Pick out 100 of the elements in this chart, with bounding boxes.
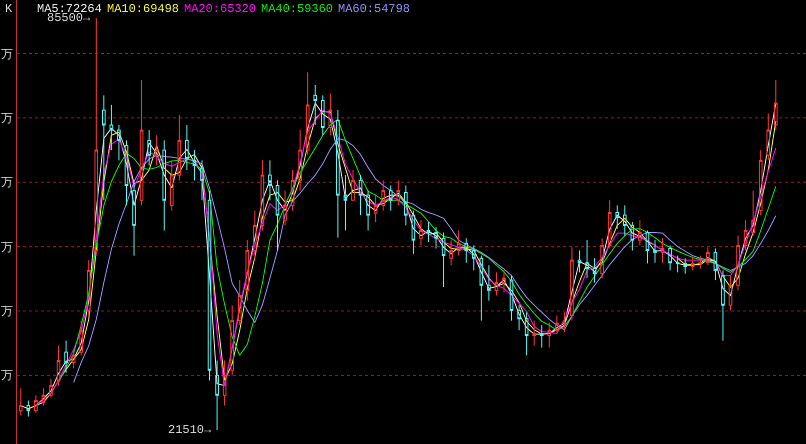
candlestick [328, 92, 332, 136]
candlestick [434, 226, 438, 250]
candlestick [253, 210, 257, 261]
candlestick [64, 340, 68, 374]
candlestick [714, 248, 718, 281]
candlestick [110, 104, 114, 151]
candlestick [72, 350, 76, 369]
candlestick [442, 232, 446, 288]
candlestick [766, 112, 770, 161]
candlestick [102, 94, 106, 201]
candlestick [622, 204, 627, 236]
ref-line-label: 万 [1, 304, 13, 318]
candlestick [547, 322, 552, 348]
candlestick [208, 190, 212, 381]
candlestick [298, 130, 302, 192]
candlestick [646, 230, 650, 264]
candlestick [562, 312, 566, 333]
candlestick [615, 204, 620, 230]
annotation: 21510→ [168, 423, 212, 437]
candlestick [344, 174, 348, 232]
candlestick [480, 255, 484, 322]
candlestick [268, 160, 272, 201]
candlestick [600, 238, 604, 279]
candlestick [751, 190, 755, 236]
text: MA40:59360 [261, 2, 334, 16]
candlestick [638, 220, 642, 246]
candlestick [313, 84, 318, 126]
candlestick [721, 270, 725, 342]
candlestick [660, 238, 664, 264]
candlestick [170, 160, 174, 212]
ref-line-label: 万 [1, 111, 13, 125]
candlestick [472, 244, 476, 271]
candlestick [215, 360, 219, 430]
candlestick [42, 388, 46, 406]
candlestick [140, 79, 144, 206]
candlestick [351, 170, 355, 201]
candlestick [178, 114, 182, 181]
candlestick [676, 255, 680, 273]
candlestick [706, 246, 710, 266]
candlestick [192, 150, 196, 181]
candlestick [449, 240, 453, 266]
candlestick [653, 240, 657, 264]
candlestick [630, 222, 634, 251]
candlestick [154, 134, 158, 166]
candlestick [290, 170, 294, 212]
ref-line-label: 万 [1, 47, 13, 61]
candlestick [736, 235, 740, 291]
candlestick [336, 110, 340, 238]
candlestick [698, 255, 702, 269]
candlestick [222, 360, 226, 406]
candlestick [132, 180, 136, 256]
candlestick [426, 222, 430, 243]
candlestick [555, 314, 559, 333]
candlestick [245, 240, 250, 302]
candlestick [374, 194, 378, 223]
candlestick [238, 280, 242, 326]
candlestick [578, 250, 582, 273]
candlestick [86, 260, 91, 316]
candlestick [366, 190, 370, 232]
candlestick [381, 180, 386, 212]
candlestick [117, 124, 121, 161]
candlestick [419, 220, 423, 246]
candlestick [230, 304, 234, 376]
candlestick [79, 320, 83, 356]
text: MA20:65320 [184, 2, 256, 16]
candlestick [683, 258, 688, 274]
candlestick [358, 174, 362, 216]
candlestick [524, 312, 528, 356]
candlestick [260, 160, 264, 232]
candlestick [34, 394, 38, 414]
candlestick [494, 272, 498, 296]
candlestick [464, 238, 468, 264]
candlestick [585, 240, 589, 279]
candlestick [758, 150, 763, 216]
candlestick [690, 256, 695, 271]
candlestick [185, 124, 189, 171]
ref-line-label: 万 [1, 175, 13, 189]
candlestick [404, 184, 408, 226]
ref-line-label: 万 [1, 240, 13, 254]
ref-line-label: 万 [1, 368, 13, 382]
candlestick [668, 244, 672, 271]
candlestick [774, 79, 778, 131]
text: MA60:54798 [338, 2, 410, 16]
candlestick [94, 18, 98, 256]
candlestick [517, 304, 521, 331]
candlestick [26, 400, 30, 418]
candlestick [276, 180, 280, 251]
candlestick [18, 388, 23, 416]
candlestick [56, 345, 60, 386]
candlestick [487, 264, 491, 302]
candlestick [396, 180, 400, 206]
candlestick [532, 320, 536, 346]
candlestick [320, 94, 325, 136]
candlestick [283, 190, 287, 226]
candlestick [502, 270, 506, 293]
candlestick [540, 324, 544, 348]
candlestick [49, 378, 53, 398]
candlestick [147, 130, 151, 166]
candlestick [200, 160, 204, 201]
candlestick [570, 246, 574, 322]
